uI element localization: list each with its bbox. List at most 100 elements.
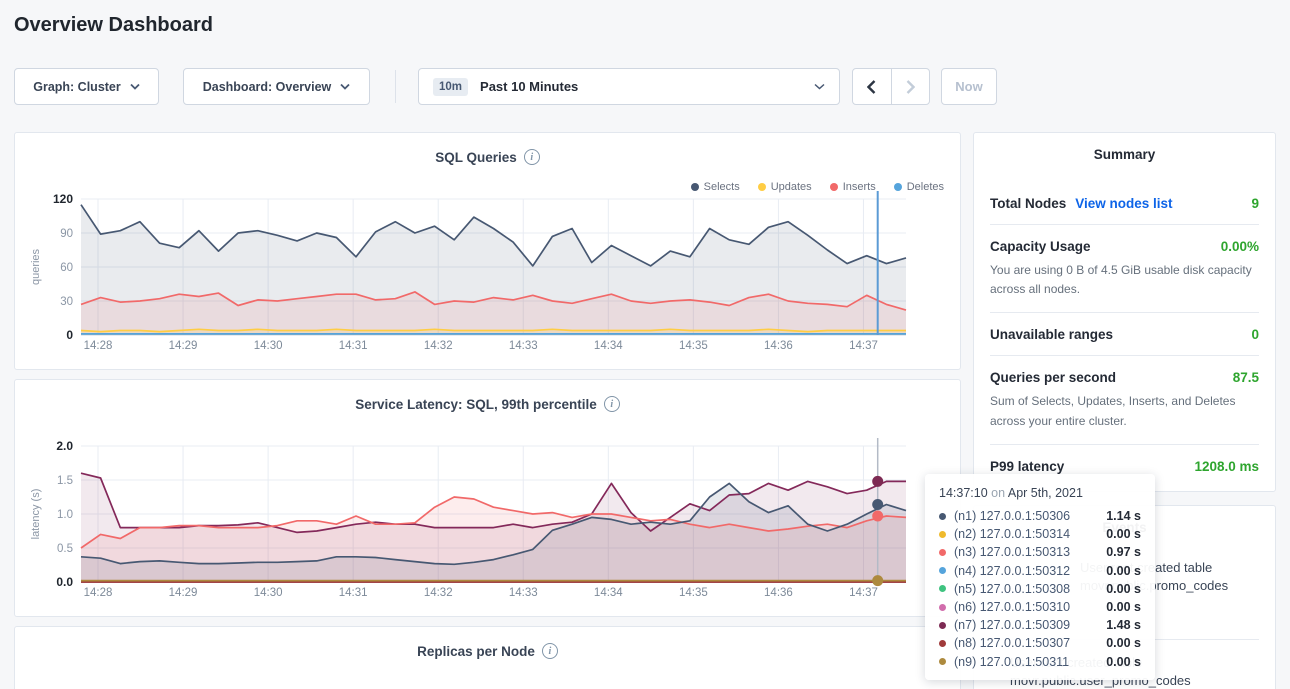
tooltip-node-address: (n3) 127.0.0.1:50313: [954, 545, 1098, 559]
tooltip-node-address: (n6) 127.0.0.1:50310: [954, 600, 1098, 614]
summary-metric-label: P99 latency: [990, 459, 1064, 474]
sql-queries-panel: SQL Queries i SelectsUpdatesInsertsDelet…: [14, 132, 961, 370]
sql-queries-chart[interactable]: 14:2814:2914:3014:3114:3214:3314:3414:35…: [23, 177, 953, 367]
svg-text:2.0: 2.0: [56, 439, 73, 453]
summary-metric-label: Capacity Usage: [990, 239, 1091, 254]
svg-text:14:28: 14:28: [84, 587, 113, 599]
tooltip-node-value: 0.00 s: [1106, 655, 1141, 669]
node-color-dot: [939, 585, 946, 592]
node-color-dot: [939, 604, 946, 611]
prev-time-button[interactable]: [853, 69, 891, 104]
replicas-per-node-panel: Replicas per Node i: [14, 626, 961, 689]
chart-title: SQL Queries: [435, 150, 517, 165]
summary-row: Queries per second 87.5 Sum of Selects, Up…: [990, 356, 1259, 444]
svg-text:14:34: 14:34: [594, 587, 623, 599]
svg-text:90: 90: [60, 228, 73, 240]
summary-metric-label: Total Nodes: [990, 196, 1066, 211]
summary-panel: Summary Total NodesView nodes list9Capac…: [973, 132, 1276, 492]
svg-text:queries: queries: [30, 248, 42, 285]
service-latency-chart[interactable]: 14:28 14:29 14:30 14:31 14:32 14:33 14:34 14:35…: [23, 424, 953, 614]
node-color-dot: [939, 567, 946, 574]
tooltip-node-row: (n9) 127.0.0.1:50311 0.00 s: [939, 653, 1141, 671]
tooltip-node-value: 1.14 s: [1106, 509, 1141, 523]
svg-text:30: 30: [60, 296, 73, 308]
svg-text:14:29: 14:29: [169, 340, 198, 352]
info-icon[interactable]: i: [542, 643, 558, 659]
tooltip-node-address: (n4) 127.0.0.1:50312: [954, 564, 1098, 578]
svg-text:60: 60: [60, 262, 73, 274]
summary-row-head: Capacity Usage 0.00%: [990, 239, 1259, 254]
tooltip-node-address: (n9) 127.0.0.1:50311: [954, 655, 1098, 669]
svg-text:14:29: 14:29: [169, 587, 198, 599]
time-range-label: Past 10 Minutes: [480, 79, 578, 94]
svg-text:14:30: 14:30: [254, 340, 283, 352]
tooltip-node-row: (n5) 127.0.0.1:503080.00 s: [939, 580, 1141, 598]
tooltip-timestamp: 14:37:10 on Apr 5th, 2021: [939, 486, 1141, 500]
tooltip-node-value: 1.48 s: [1106, 618, 1141, 632]
node-color-dot: [939, 513, 946, 520]
tooltip-node-value: 0.00 s: [1106, 636, 1141, 650]
svg-text:14:36: 14:36: [764, 587, 793, 599]
toolbar-divider: [395, 70, 396, 103]
summary-metric-description: Sum of Selects, Updates, Inserts, and De…: [990, 392, 1259, 430]
tooltip-node-address: (n7) 127.0.0.1:50309: [954, 618, 1098, 632]
view-nodes-list-link[interactable]: View nodes list: [1075, 196, 1172, 211]
summary-row: Unavailable ranges 0: [990, 313, 1259, 356]
graph-dropdown[interactable]: Graph: Cluster: [14, 68, 159, 105]
chart-title: Service Latency: SQL, 99th percentile: [355, 397, 597, 412]
summary-metric-value: 0.00%: [1221, 239, 1259, 254]
tooltip-node-address: (n1) 127.0.0.1:50306: [954, 509, 1098, 523]
svg-text:14:34: 14:34: [594, 340, 623, 352]
info-icon[interactable]: i: [604, 396, 620, 412]
page-title: Overview Dashboard: [14, 14, 213, 37]
tooltip-node-address: (n8) 127.0.0.1:50307: [954, 636, 1098, 650]
tooltip-node-value: 0.00 s: [1106, 600, 1141, 614]
node-color-dot: [939, 549, 946, 556]
summary-metric-value: 9: [1251, 196, 1259, 211]
summary-metric-label: Unavailable ranges: [990, 327, 1113, 342]
time-range-badge: 10m: [433, 78, 468, 96]
tooltip-node-value: 0.00 s: [1106, 527, 1141, 541]
summary-row-head: Total Nodes View nodes list 9: [990, 196, 1259, 211]
svg-text:0.0: 0.0: [56, 575, 73, 589]
tooltip-node-row: (n3) 127.0.0.1:50313 0.97 s: [939, 543, 1141, 561]
graph-dropdown-label: Graph: Cluster: [33, 80, 121, 94]
tooltip-node-row: (n4) 127.0.0.1:503120.00 s: [939, 562, 1141, 580]
summary-row: Capacity Usage 0.00% You are using 0 B of …: [990, 225, 1259, 313]
svg-text:14:33: 14:33: [509, 587, 538, 599]
svg-text:14:32: 14:32: [424, 587, 453, 599]
tooltip-node-row: (n8) 127.0.0.1:50307 0.00 s: [939, 634, 1141, 652]
dashboard-dropdown[interactable]: Dashboard: Overview: [183, 68, 370, 105]
tooltip-node-row: (n7) 127.0.0.1:50309 1.48 s: [939, 616, 1141, 634]
svg-text:14:35: 14:35: [679, 587, 708, 599]
svg-text:14:31: 14:31: [339, 587, 368, 599]
summary-metric-value: 1208.0 ms: [1194, 459, 1259, 474]
tooltip-node-value: 0.97 s: [1106, 545, 1141, 559]
summary-row: Total Nodes View nodes list 9: [990, 182, 1259, 225]
next-time-button[interactable]: [891, 69, 929, 104]
info-icon[interactable]: i: [524, 149, 540, 165]
svg-text:120: 120: [53, 192, 73, 206]
svg-text:1.0: 1.0: [57, 509, 73, 521]
svg-text:14:37: 14:37: [849, 587, 878, 599]
summary-metric-value: 87.5: [1233, 370, 1259, 385]
time-nav-group: [852, 68, 930, 105]
chart-title: Replicas per Node: [417, 644, 535, 659]
summary-metric-label: Queries per second: [990, 370, 1116, 385]
svg-text:14:28: 14:28: [84, 340, 113, 352]
time-range-picker[interactable]: 10m Past 10 Minutes: [418, 68, 840, 105]
svg-text:1.5: 1.5: [57, 475, 73, 487]
svg-text:14:33: 14:33: [509, 340, 538, 352]
summary-metric-description: You are using 0 B of 4.5 GiB usable disk…: [990, 261, 1259, 299]
svg-text:14:32: 14:32: [424, 340, 453, 352]
now-button[interactable]: Now: [941, 68, 997, 105]
chevron-down-icon: [814, 83, 825, 90]
summary-metric-value: 0: [1251, 327, 1259, 342]
service-latency-panel: Service Latency: SQL, 99th percentile i …: [14, 379, 961, 617]
svg-text:14:30: 14:30: [254, 587, 283, 599]
tooltip-node-row: (n1) 127.0.0.1:50306 1.14 s: [939, 507, 1141, 525]
svg-text:14:35: 14:35: [679, 340, 708, 352]
chevron-down-icon: [130, 83, 140, 90]
svg-text:0: 0: [66, 328, 73, 342]
tooltip-node-address: (n2) 127.0.0.1:50314: [954, 527, 1098, 541]
